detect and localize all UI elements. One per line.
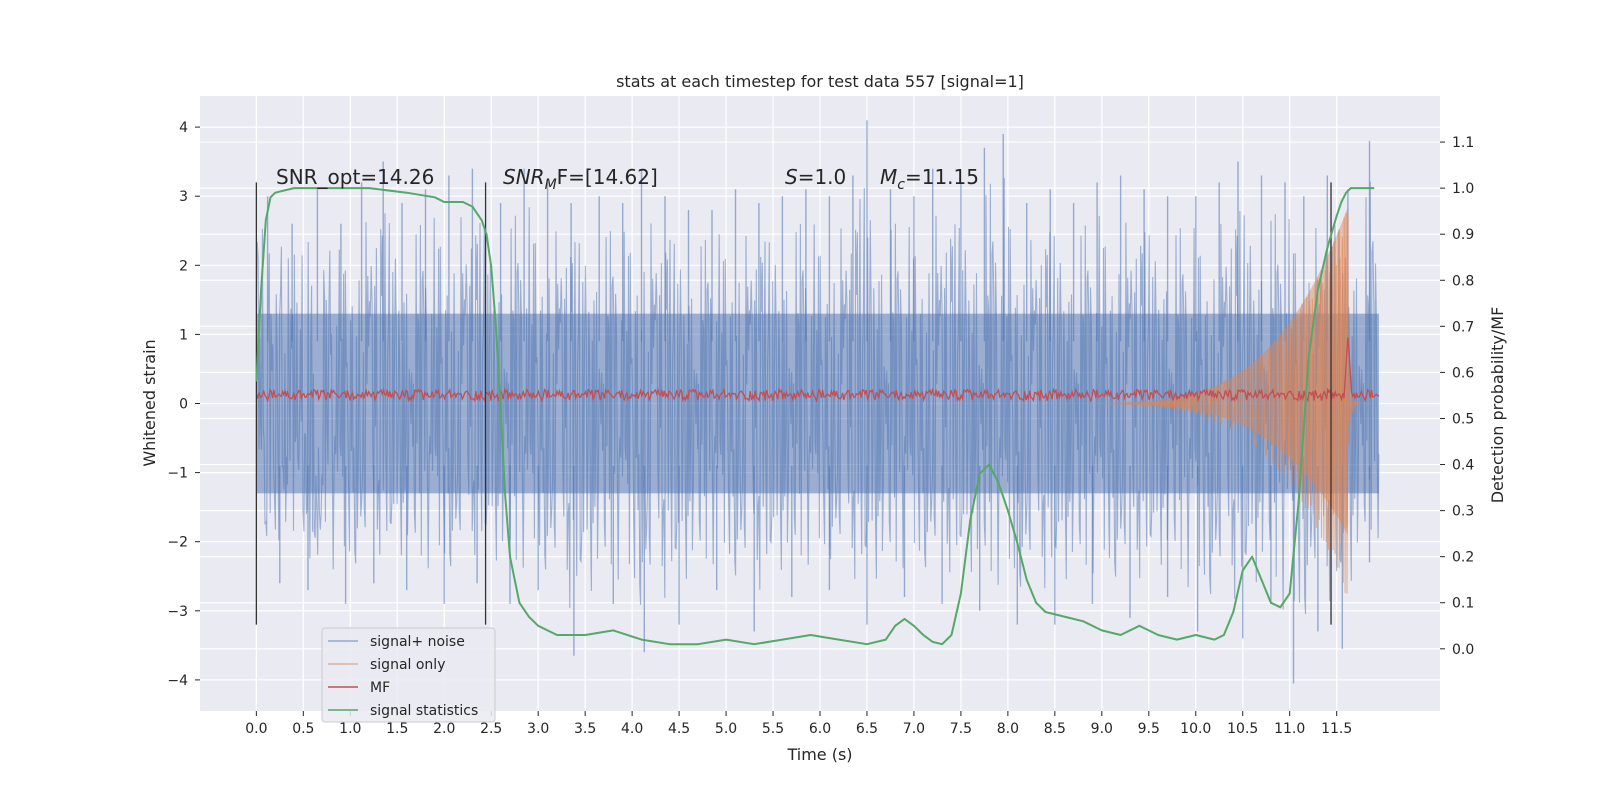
y2-tick-label: 0.5: [1452, 411, 1474, 427]
annotation-snr-opt: SNR_opt=14.26: [276, 165, 434, 189]
x-tick-label: 8.5: [1044, 721, 1066, 737]
y2-tick-label: 1.1: [1452, 135, 1474, 151]
x-tick-label: 7.0: [903, 721, 925, 737]
x-tick-label: 7.5: [950, 721, 972, 737]
mf-line: [255, 337, 1380, 403]
y2-tick-label: 0.1: [1452, 596, 1474, 612]
legend-label-stats: signal statistics: [370, 703, 478, 719]
annotation-s-rest: =1.0: [798, 165, 847, 189]
annotation-s-main: S: [785, 165, 798, 189]
x-axis-ticks: 0.0 0.5 1.0 1.5 2.0 2.5 3.0 3.5 4.0 4.5 5.0 5.5 6.0 6…: [245, 711, 1352, 737]
y-axis-label: Whitened strain: [140, 339, 159, 466]
x-tick-label: 6.0: [809, 721, 831, 737]
signal-only-series: [1054, 206, 1379, 594]
signal-noise-peaks: [266, 120, 1371, 684]
mf-series: [255, 337, 1380, 403]
annotation-snr-mf-main: SNR: [503, 165, 545, 189]
y-tick-label: −3: [167, 604, 188, 620]
legend-label-mf: MF: [370, 680, 390, 696]
annotation-s: S=1.0: [785, 165, 846, 189]
x-tick-label: 4.0: [621, 721, 643, 737]
annotation-mc-sub: c: [897, 177, 905, 193]
x-tick-label: 4.5: [668, 721, 690, 737]
x-tick-label: 9.5: [1138, 721, 1160, 737]
x-tick-label: 1.0: [339, 721, 361, 737]
x-tick-label: 5.5: [762, 721, 784, 737]
signal-noise-series: [255, 120, 1380, 684]
legend-label-noise: signal+ noise: [370, 634, 465, 650]
y2-tick-label: 1.0: [1452, 181, 1474, 197]
y-tick-label: 1: [179, 327, 188, 343]
legend: signal+ noise signal only MF signal stat…: [321, 627, 496, 723]
x-tick-label: 0.5: [292, 721, 314, 737]
x-tick-label: 3.5: [574, 721, 596, 737]
signal-statistics-line: [255, 187, 1375, 646]
x-tick-label: 9.0: [1091, 721, 1113, 737]
y2-tick-label: 0.8: [1452, 273, 1474, 289]
signal-statistics-series: [255, 187, 1375, 646]
x-tick-label: 1.5: [386, 721, 408, 737]
x-tick-label: 0.0: [245, 721, 267, 737]
annotation-snr-mf: SNRMF=[14.62]: [503, 165, 658, 193]
y-tick-label: 0: [179, 397, 188, 413]
y2-tick-label: 0.6: [1452, 365, 1474, 381]
y-tick-label: 3: [179, 189, 188, 205]
y2-tick-label: 0.4: [1452, 458, 1474, 474]
y2-tick-label: 0.0: [1452, 642, 1474, 658]
y-tick-label: −1: [167, 466, 188, 482]
chart-title: stats at each timestep for test data 557…: [616, 72, 1024, 91]
x-tick-label: 11.0: [1274, 721, 1305, 737]
signal-noise-line: [255, 177, 1380, 615]
legend-box: [321, 627, 496, 723]
y2-axis-ticks: 0.0 0.1 0.2 0.3 0.4 0.5 0.6 0.7 0.8 0.9 1.0 1.1: [1440, 135, 1474, 658]
y-tick-label: −4: [167, 673, 188, 689]
x-tick-label: 2.0: [433, 721, 455, 737]
y2-tick-label: 0.7: [1452, 319, 1474, 335]
x-tick-label: 2.5: [480, 721, 502, 737]
annotation-mc-rest: =11.15: [905, 165, 979, 189]
legend-label-signal: signal only: [370, 657, 445, 673]
x-tick-label: 11.5: [1321, 721, 1352, 737]
x-axis-label: Time (s): [786, 745, 852, 764]
y-tick-label: 4: [179, 120, 188, 136]
annotation-snr-mf-sub: M: [545, 177, 557, 193]
y-tick-label: 2: [179, 258, 188, 274]
x-tick-label: 8.0: [997, 721, 1019, 737]
x-tick-label: 5.0: [715, 721, 737, 737]
annotation-mc: Mc=11.15: [880, 165, 979, 193]
x-tick-label: 10.5: [1227, 721, 1258, 737]
x-tick-label: 6.5: [856, 721, 878, 737]
segment-markers: [255, 182, 1332, 625]
y2-tick-label: 0.9: [1452, 227, 1474, 243]
y2-axis-label: Detection probability/MF: [1488, 307, 1507, 504]
x-tick-label: 10.0: [1180, 721, 1211, 737]
y2-tick-label: 0.3: [1452, 504, 1474, 520]
y2-tick-label: 0.2: [1452, 550, 1474, 566]
signal-only-line: [1054, 212, 1379, 594]
y-tick-label: −2: [167, 535, 188, 551]
annotation-mc-main: M: [880, 165, 897, 189]
annotation-snr-mf-rest: F=[14.62]: [557, 165, 658, 189]
y-axis-ticks: −4 −3 −2 −1 0 1 2 3 4: [167, 120, 200, 689]
x-tick-label: 3.0: [527, 721, 549, 737]
